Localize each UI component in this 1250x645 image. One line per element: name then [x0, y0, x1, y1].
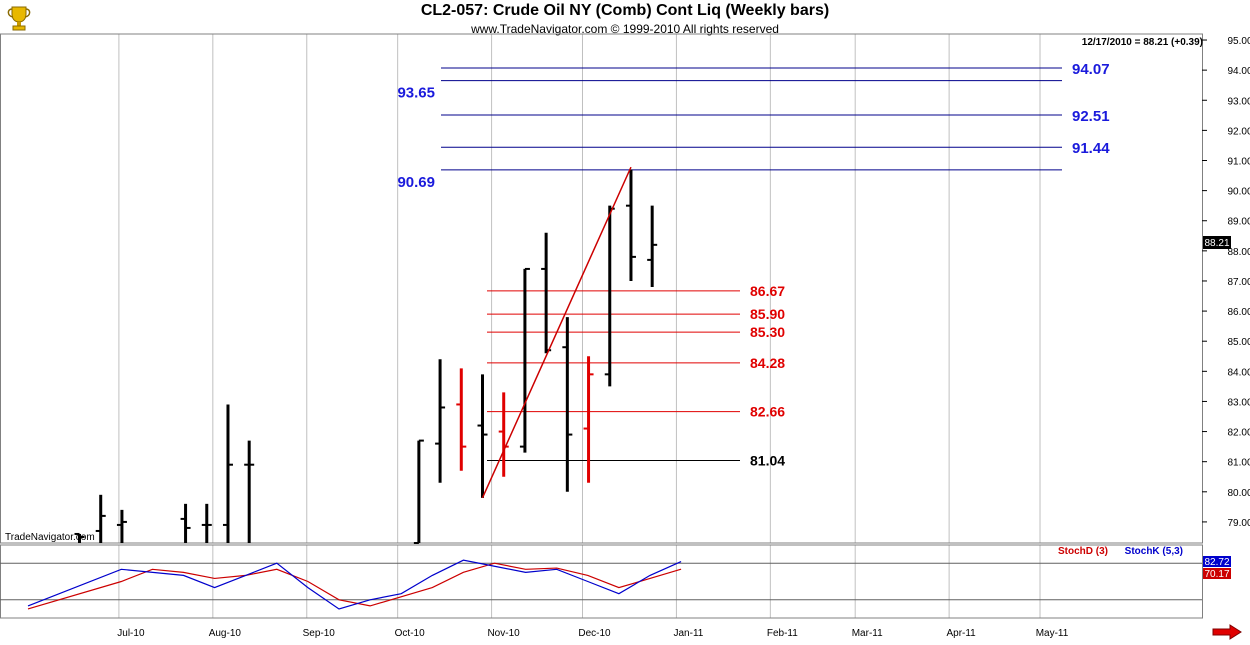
watermark-text: TradeNavigator.com [5, 532, 95, 543]
x-tick-label: Jan-11 [673, 628, 703, 639]
red-level-label: 82.66 [750, 404, 785, 420]
ohlc-bar [74, 532, 85, 543]
ohlc-bar [413, 439, 424, 544]
ohlc-bar [456, 368, 467, 471]
ohlc-bars [74, 169, 658, 544]
blue-level-label: 94.07 [1072, 61, 1110, 78]
x-tick-label: Mar-11 [852, 628, 883, 639]
y-tick-label: 80.00 [1227, 488, 1250, 499]
x-axis: Jul-10 Aug-10 Sep-10 Oct-10 Nov-10 Dec-10 Jan-… [117, 628, 1068, 639]
y-axis: 95.00 94.00 93.00 92.00 91.00 90.00 89.00 88.00… [1202, 36, 1250, 529]
ohlc-bar [435, 359, 446, 483]
x-tick-label: Sep-10 [303, 628, 336, 639]
red-level-label: 86.67 [750, 283, 785, 299]
ohlc-bar [95, 494, 106, 543]
y-tick-label: 89.00 [1227, 217, 1250, 228]
ohlc-bar [498, 392, 509, 477]
y-tick-label: 90.00 [1227, 187, 1250, 198]
y-tick-label: 83.00 [1227, 397, 1250, 408]
fib-levels: 94.07 93.65 92.51 91.44 90.69 86.67 85.90 85.30… [397, 61, 1110, 468]
ohlc-bar [180, 503, 191, 543]
y-tick-label: 92.00 [1227, 126, 1250, 137]
trophy-logo-icon [4, 4, 34, 32]
y-tick-label: 87.00 [1227, 277, 1250, 288]
ohlc-bar [477, 374, 488, 498]
ohlc-bar [519, 267, 530, 453]
ohlc-bar [562, 317, 573, 492]
trend-line [481, 166, 632, 499]
blue-level-label: 93.65 [397, 85, 435, 102]
red-level-label: 84.28 [750, 355, 785, 371]
ohlc-bar [604, 205, 615, 387]
x-tick-label: May-11 [1036, 628, 1069, 639]
ohlc-bar [647, 205, 658, 287]
red-level-label: 85.90 [750, 306, 785, 322]
y-tick-label: 93.00 [1227, 96, 1250, 107]
stochd-line [27, 562, 682, 610]
y-tick-label: 91.00 [1227, 156, 1250, 167]
price-panel-frame [0, 33, 1203, 544]
x-tick-label: Apr-11 [946, 628, 976, 639]
trend-line-group [481, 166, 632, 499]
x-tick-label: Oct-10 [395, 628, 425, 639]
stochd-legend: StochD (3) [1058, 546, 1108, 557]
x-tick-label: Aug-10 [209, 628, 242, 639]
x-tick-label: Dec-10 [578, 628, 611, 639]
last-price-box [1203, 236, 1231, 249]
y-tick-label: 94.00 [1227, 66, 1250, 77]
y-tick-label: 95.00 [1227, 36, 1250, 47]
stochd-value: 70.17 [1204, 569, 1229, 580]
chart-header: CL2-057: Crude Oil NY (Comb) Cont Liq (W… [0, 0, 1250, 40]
stochk-value-box [1203, 556, 1231, 567]
scroll-right-arrow-icon[interactable] [1212, 624, 1242, 640]
y-tick-label: 81.00 [1227, 458, 1250, 469]
blue-level-label: 92.51 [1072, 108, 1110, 125]
chart-subtitle: www.TradeNavigator.com © 1999-2010 All r… [471, 22, 779, 36]
x-tick-label: Nov-10 [487, 628, 520, 639]
chart-title: CL2-057: Crude Oil NY (Comb) Cont Liq (W… [420, 2, 830, 19]
ohlc-bar [201, 503, 212, 543]
stochastic-panel [0, 559, 1202, 610]
ohlc-bar [116, 509, 127, 543]
blue-level-label: 91.44 [1072, 140, 1110, 157]
quote-text: 12/17/2010 = 88.21 (+0.39) [1082, 37, 1203, 48]
x-tick-label: Feb-11 [767, 628, 798, 639]
ohlc-bar [222, 404, 233, 543]
x-tick-label: Jul-10 [117, 628, 145, 639]
stochastic-panel-frame [0, 544, 1203, 619]
stochk-line [27, 559, 682, 610]
price-panel [0, 33, 1203, 619]
ohlc-bar [541, 232, 552, 354]
blue-level-label: 90.69 [397, 174, 435, 191]
y-tick-label: 88.00 [1227, 247, 1250, 258]
y-tick-label: 79.00 [1227, 518, 1250, 529]
grid [118, 34, 1041, 618]
y-tick-label: 84.00 [1227, 367, 1250, 378]
stochk-legend: StochK (5,3) [1125, 546, 1183, 557]
y-tick-label: 82.00 [1227, 428, 1250, 439]
black-level-label: 81.04 [750, 452, 785, 468]
red-level-label: 85.30 [750, 324, 785, 340]
ohlc-bar [625, 169, 636, 281]
y-tick-label: 85.00 [1227, 337, 1250, 348]
y-tick-label: 86.00 [1227, 307, 1250, 318]
last-price-label: 88.21 [1204, 238, 1229, 249]
stochk-value: 82.72 [1204, 557, 1229, 568]
stochd-value-box [1203, 568, 1231, 579]
ohlc-bar [244, 440, 255, 543]
ohlc-bar [583, 356, 594, 483]
